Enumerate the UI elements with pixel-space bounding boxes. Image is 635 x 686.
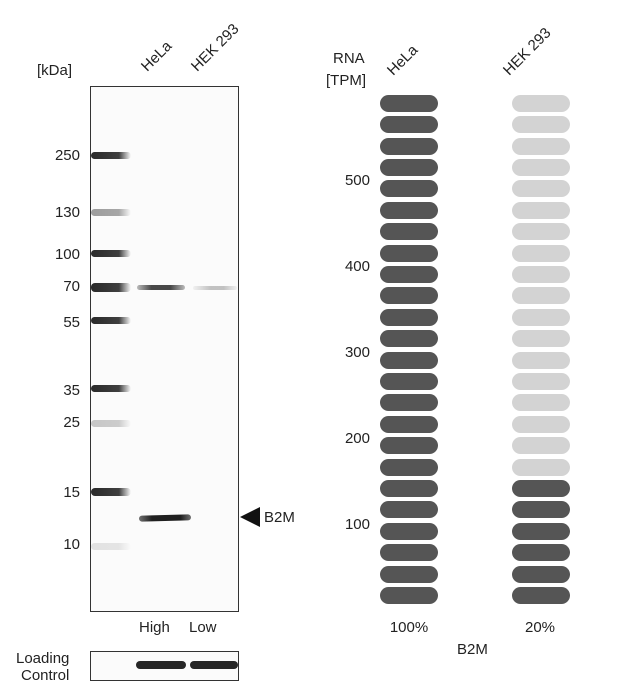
rna-segment — [512, 116, 570, 133]
loading-control-label-line1: Loading — [16, 650, 70, 667]
rna-segment — [512, 138, 570, 155]
rna-segment — [380, 523, 438, 540]
rna-segment — [380, 352, 438, 369]
rna-segment — [512, 566, 570, 583]
rna-segment — [512, 587, 570, 604]
ladder-band-25 — [91, 420, 131, 427]
rna-segment — [512, 287, 570, 304]
mw-marker-130: 130 — [54, 204, 80, 221]
loading-band-hela — [136, 661, 186, 669]
expression-label-low: Low — [189, 619, 217, 636]
rna-segment — [512, 501, 570, 518]
rna-segment — [380, 330, 438, 347]
mw-marker-35: 35 — [63, 382, 80, 399]
rna-segment — [380, 501, 438, 518]
rna-segment — [512, 309, 570, 326]
rna-segment — [512, 437, 570, 454]
rna-segment — [512, 416, 570, 433]
rna-segment — [512, 223, 570, 240]
rna-segment — [380, 566, 438, 583]
kda-unit-label: [kDa] — [37, 62, 73, 79]
rna-segment — [380, 202, 438, 219]
lane-label-hek293: HEK 293 — [187, 20, 243, 76]
mw-marker-70: 70 — [63, 278, 80, 295]
ladder-band-35 — [91, 385, 131, 392]
rna-segment — [512, 459, 570, 476]
rna-axis-label-line2: [TPM] — [326, 72, 366, 89]
rna-segment — [512, 373, 570, 390]
rna-segment — [380, 245, 438, 262]
loading-band-hek293 — [190, 661, 238, 669]
hela-band-b2m — [138, 514, 192, 522]
loading-control-blot — [90, 651, 239, 681]
rna-segment — [512, 95, 570, 112]
rna-segment — [512, 180, 570, 197]
rna-segment — [380, 116, 438, 133]
mw-marker-25: 25 — [63, 414, 80, 431]
mw-marker-100: 100 — [54, 246, 80, 263]
rna-segment — [380, 544, 438, 561]
rna-percent-hela: 100% — [389, 619, 429, 636]
rna-tick-400: 400 — [344, 258, 370, 275]
rna-column-label-hela: HeLa — [383, 41, 422, 79]
rna-gene-label: B2M — [457, 641, 488, 658]
rna-percent-hek293: 20% — [524, 619, 556, 636]
rna-segment — [380, 266, 438, 283]
rna-segment — [380, 287, 438, 304]
ladder-band-70 — [91, 283, 131, 292]
rna-segment — [380, 437, 438, 454]
mw-marker-10: 10 — [63, 536, 80, 553]
rna-segment — [380, 373, 438, 390]
rna-segment — [380, 223, 438, 240]
ladder-band-250 — [91, 152, 131, 159]
target-arrow-icon — [240, 507, 260, 527]
mw-marker-15: 15 — [63, 484, 80, 501]
rna-segment — [512, 202, 570, 219]
rna-segment — [512, 352, 570, 369]
hek293-band-70kda — [193, 286, 237, 290]
rna-column-label-hek293: HEK 293 — [499, 24, 555, 80]
rna-segment — [380, 95, 438, 112]
ladder-band-15 — [91, 488, 131, 496]
rna-segment — [380, 159, 438, 176]
lane-label-hela: HeLa — [137, 37, 176, 75]
western-blot-membrane — [90, 86, 239, 612]
rna-tick-500: 500 — [344, 172, 370, 189]
rna-segment — [512, 330, 570, 347]
rna-segment — [380, 309, 438, 326]
rna-tick-100: 100 — [344, 516, 370, 533]
rna-segment — [512, 159, 570, 176]
ladder-band-100 — [91, 250, 131, 257]
rna-segment — [380, 394, 438, 411]
loading-control-label-line2: Control — [21, 667, 70, 684]
expression-label-high: High — [139, 619, 170, 636]
rna-segment — [512, 523, 570, 540]
mw-marker-55: 55 — [63, 314, 80, 331]
rna-segment — [512, 480, 570, 497]
rna-segment — [512, 245, 570, 262]
rna-segment — [512, 266, 570, 283]
ladder-band-55 — [91, 317, 131, 324]
rna-tick-300: 300 — [344, 344, 370, 361]
rna-axis-label-line1: RNA — [333, 50, 365, 67]
rna-segment — [512, 544, 570, 561]
rna-segment — [380, 459, 438, 476]
ladder-band-10 — [91, 543, 131, 550]
rna-segment — [380, 480, 438, 497]
rna-segment — [380, 138, 438, 155]
rna-segment — [380, 180, 438, 197]
rna-tick-200: 200 — [344, 430, 370, 447]
mw-marker-250: 250 — [54, 147, 80, 164]
hela-band-70kda — [137, 285, 185, 290]
rna-segment — [380, 587, 438, 604]
rna-segment — [512, 394, 570, 411]
ladder-band-130 — [91, 209, 131, 216]
target-protein-label: B2M — [264, 509, 295, 526]
rna-segment — [380, 416, 438, 433]
